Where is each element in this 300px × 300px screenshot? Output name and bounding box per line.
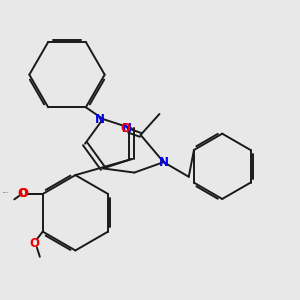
Text: N: N: [122, 122, 132, 135]
Text: O: O: [18, 188, 28, 200]
Text: O: O: [19, 188, 28, 200]
Text: N: N: [159, 156, 169, 169]
Text: O: O: [29, 237, 39, 250]
Text: O: O: [121, 122, 130, 135]
Text: methoxy: methoxy: [3, 192, 10, 193]
Text: N: N: [95, 112, 105, 125]
